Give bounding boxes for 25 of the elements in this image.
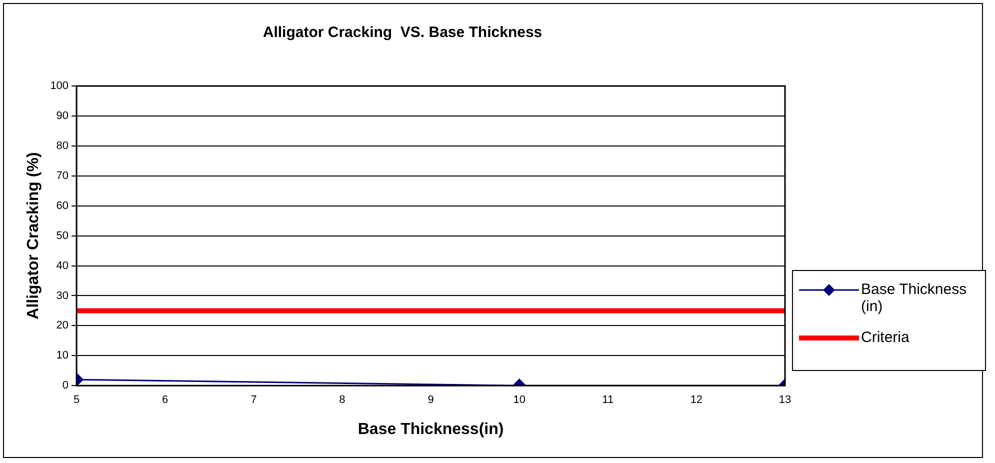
y-tick-label: 80	[56, 140, 69, 152]
x-tick-label: 7	[250, 394, 257, 406]
y-tick-label: 40	[56, 260, 69, 272]
y-axis-title: Alligator Cracking (%)	[25, 152, 42, 320]
x-tick-label: 10	[513, 394, 526, 406]
x-tick-label: 13	[778, 394, 792, 406]
y-tick-label: 10	[56, 350, 69, 362]
x-tick-label: 11	[602, 394, 614, 406]
x-tick-label: 9	[428, 394, 434, 406]
x-tick-label: 12	[690, 394, 703, 406]
x-tick-label: 8	[339, 394, 346, 406]
y-tick-label: 90	[56, 110, 69, 122]
y-tick-label: 30	[56, 290, 69, 302]
x-tick-label: 6	[162, 394, 168, 406]
legend-label: Base Thickness (in)	[861, 281, 968, 315]
y-tick-label: 0	[62, 380, 69, 392]
y-tick-label: 50	[56, 230, 69, 242]
legend-label: Criteria	[861, 329, 910, 346]
y-tick-label: 100	[50, 80, 69, 92]
x-tick-label: 5	[73, 394, 80, 406]
y-tick-label: 20	[56, 320, 69, 332]
x-axis-title: Base Thickness(in)	[358, 420, 504, 438]
y-tick-label: 70	[56, 170, 69, 182]
chart-title: Alligator Cracking VS. Base Thickness	[262, 24, 542, 42]
y-tick-label: 60	[56, 200, 69, 212]
